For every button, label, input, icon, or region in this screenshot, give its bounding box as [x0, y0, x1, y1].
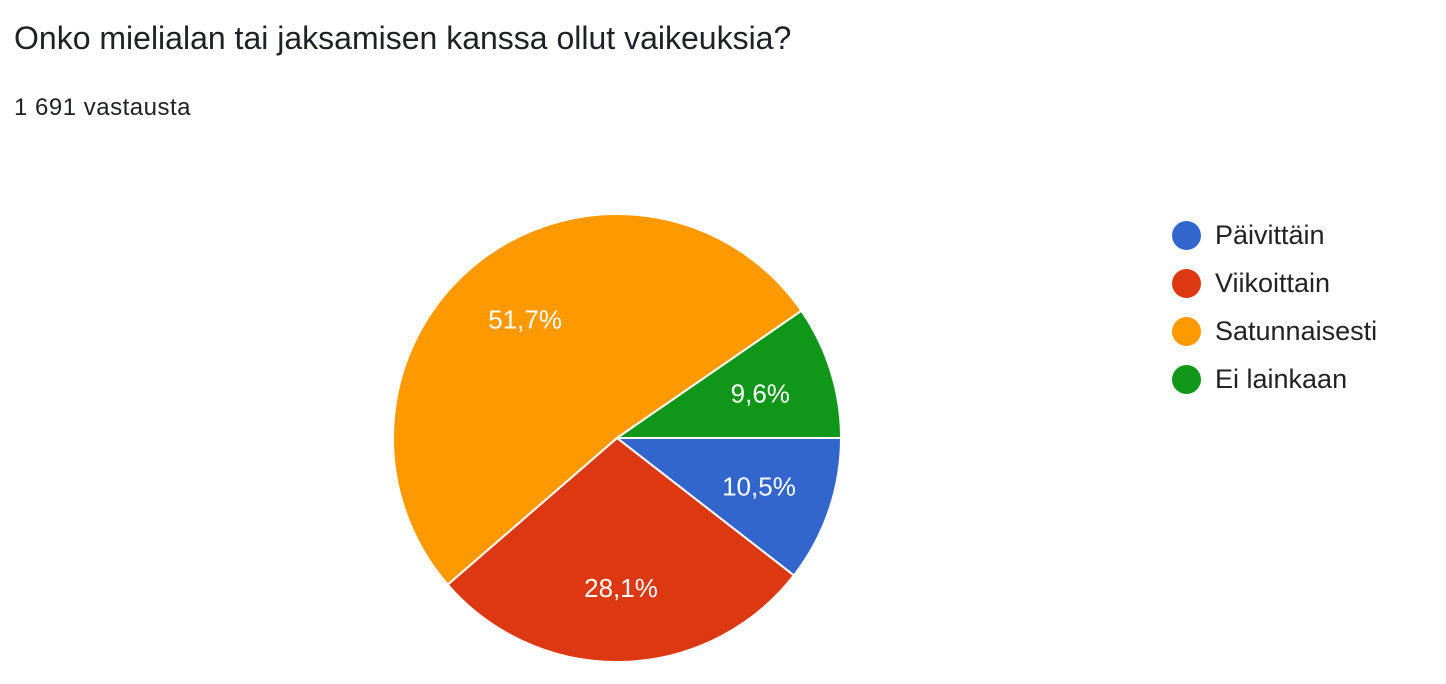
- legend-label: Satunnaisesti: [1215, 315, 1378, 346]
- legend-swatch: [1172, 364, 1201, 394]
- legend-swatch: [1172, 316, 1201, 346]
- pie-slice-1[interactable]: [446, 436, 796, 663]
- legend-item[interactable]: Viikoittain: [1172, 259, 1377, 307]
- pie-slice-0[interactable]: [614, 437, 843, 577]
- pie-slice-3[interactable]: [613, 309, 843, 439]
- legend-item[interactable]: Ei lainkaan: [1172, 355, 1377, 403]
- legend-label: Päivittäin: [1215, 219, 1325, 250]
- pie-slice-2[interactable]: [392, 213, 803, 587]
- legend-item[interactable]: Päivittäin: [1172, 211, 1377, 259]
- slice-data-label: 10,5%: [722, 472, 796, 502]
- slice-data-label: 51,7%: [488, 304, 562, 334]
- legend-label: Ei lainkaan: [1215, 363, 1348, 394]
- legend: Päivittäin Viikoittain Satunnaisesti Ei …: [1172, 211, 1377, 403]
- slice-data-label: 28,1%: [584, 573, 658, 603]
- response-count: 1 691 vastausta: [14, 94, 191, 121]
- legend-item[interactable]: Satunnaisesti: [1172, 307, 1377, 355]
- legend-label: Viikoittain: [1215, 267, 1331, 298]
- legend-swatch: [1172, 220, 1201, 250]
- slice-data-label: 9,6%: [731, 378, 790, 408]
- legend-swatch: [1172, 268, 1201, 298]
- chart-title: Onko mielialan tai jaksamisen kanssa oll…: [14, 20, 792, 56]
